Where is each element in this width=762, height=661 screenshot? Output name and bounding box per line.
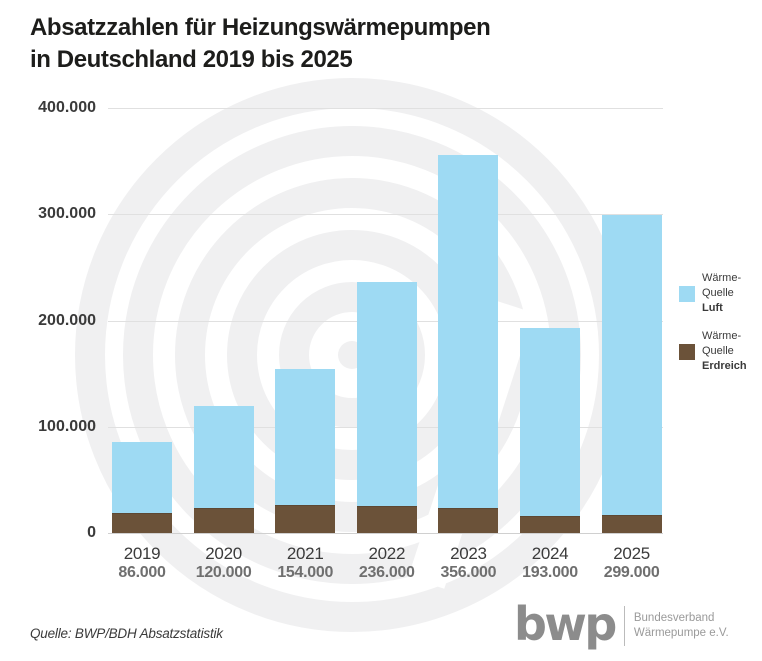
title-line-2: in Deutschland 2019 bis 2025 bbox=[30, 46, 353, 73]
x-axis-year-2019: 2019 bbox=[123, 544, 161, 563]
legend-erdreich-line3: Erdreich bbox=[702, 360, 747, 372]
logo-org-line1: Bundesverband bbox=[633, 612, 715, 624]
y-axis-tick-300.000: 300.000 bbox=[38, 205, 96, 223]
bar-2024 bbox=[520, 327, 580, 533]
bar-2024-segment-erdreich bbox=[520, 516, 580, 533]
x-axis-year-2022: 2022 bbox=[368, 544, 406, 563]
bar-2022-segment-luft bbox=[356, 282, 417, 507]
x-axis-year-2020: 2020 bbox=[205, 544, 242, 563]
logo-org-line2: Wärmepumpe e.V. bbox=[633, 627, 729, 639]
chart-legend: Wärme- Quelle Luft Wärme- Quelle Erdreic… bbox=[679, 271, 747, 374]
legend-luft-line1: Wärme- bbox=[702, 272, 742, 284]
gridline-0 bbox=[108, 533, 663, 534]
bar-2025-segment-erdreich bbox=[601, 514, 662, 533]
page-title: Absatzzahlen für Heizungswärmepumpen in … bbox=[30, 12, 491, 76]
total-label-2020: 120.000 bbox=[195, 564, 252, 581]
total-label-2022: 236.000 bbox=[358, 564, 415, 581]
bar-2021-segment-luft bbox=[275, 369, 336, 506]
bar-2024-segment-luft bbox=[520, 327, 580, 516]
total-label-2025: 299.000 bbox=[603, 564, 660, 581]
bar-2019-segment-erdreich bbox=[112, 512, 172, 533]
bar-2020-segment-luft bbox=[193, 405, 254, 508]
bar-2023-segment-erdreich bbox=[438, 507, 499, 533]
y-axis-tick-0: 0 bbox=[87, 524, 96, 541]
x-axis-year-2021: 2021 bbox=[286, 544, 324, 563]
legend-luft-line3: Luft bbox=[702, 302, 723, 314]
bar-2023 bbox=[438, 154, 499, 533]
total-label-2024: 193.000 bbox=[522, 564, 578, 581]
legend-erdreich-line1: Wärme- bbox=[702, 330, 742, 342]
bar-2025-segment-luft bbox=[601, 215, 662, 515]
gridline-400.000 bbox=[108, 108, 663, 109]
total-label-2023: 356.000 bbox=[440, 564, 497, 581]
y-axis-tick-100.000: 100.000 bbox=[38, 417, 96, 435]
y-axis-tick-200.000: 200.000 bbox=[38, 311, 96, 329]
bar-2021 bbox=[275, 369, 336, 533]
bar-2020 bbox=[193, 405, 254, 533]
bar-2020-segment-erdreich bbox=[193, 507, 254, 533]
bar-2022-segment-erdreich bbox=[356, 506, 417, 533]
x-axis-year-2024: 2024 bbox=[531, 544, 569, 563]
legend-item-luft: Wärme- Quelle Luft bbox=[679, 271, 747, 316]
bar-2025 bbox=[601, 215, 662, 533]
x-axis-year-2025: 2025 bbox=[613, 544, 650, 563]
erdreich-swatch-icon bbox=[679, 343, 695, 360]
bwp-logo-mark: bwp bbox=[514, 597, 617, 651]
y-axis-tick-400.000: 400.000 bbox=[38, 99, 96, 116]
total-label-2021: 154.000 bbox=[277, 564, 334, 581]
x-axis-year-2023: 2023 bbox=[450, 544, 487, 563]
title-line-1: Absatzzahlen für Heizungswärmepumpen bbox=[30, 14, 491, 41]
luft-swatch-icon bbox=[679, 285, 695, 302]
gridline-300.000 bbox=[108, 214, 663, 216]
bar-2021-segment-erdreich bbox=[275, 505, 336, 533]
bar-2019 bbox=[112, 441, 172, 533]
legend-erdreich-line2: Quelle bbox=[702, 345, 734, 357]
logo-divider bbox=[623, 606, 625, 646]
bar-2023-segment-luft bbox=[438, 154, 499, 508]
source-note: Quelle: BWP/BDH Absatzstatistik bbox=[30, 626, 223, 641]
bwp-logo: bwp Bundesverband Wärmepumpe e.V. bbox=[514, 600, 729, 652]
legend-item-erdreich: Wärme- Quelle Erdreich bbox=[679, 329, 747, 374]
bar-2019-segment-luft bbox=[112, 441, 172, 513]
legend-luft-line2: Quelle bbox=[702, 287, 734, 299]
bar-2022 bbox=[356, 282, 417, 533]
total-label-2019: 86.000 bbox=[118, 564, 166, 581]
